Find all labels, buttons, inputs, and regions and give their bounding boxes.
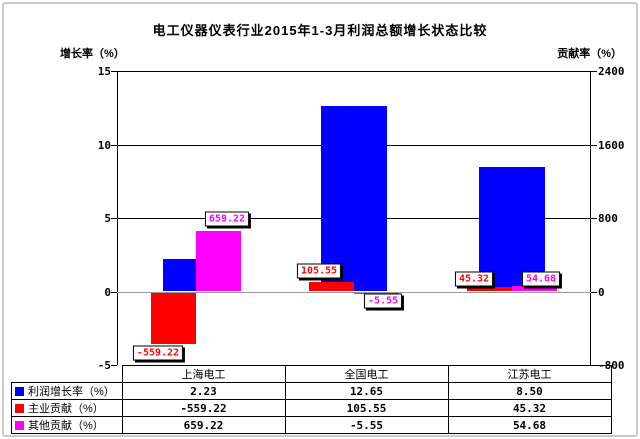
data-label: -559.22 [132, 345, 184, 361]
axis-line [117, 71, 118, 365]
axis-tick [111, 365, 117, 366]
data-label: -5.55 [363, 293, 403, 309]
bar-main-contrib-2 [467, 287, 512, 292]
value-cell: -5.55 [284, 416, 449, 434]
chart-title: 电工仪器仪表行业2015年1-3月利润总额增长状态比较 [152, 23, 488, 38]
legend-label: 主业贡献（%） [28, 403, 104, 415]
left-axis-tick-label: -5 [97, 359, 111, 372]
left-axis-tick-label: 0 [104, 285, 111, 299]
left-axis-tick-label: 5 [104, 212, 111, 225]
right-axis-tick-label: 0 [598, 285, 605, 299]
axis-tick [591, 218, 597, 219]
value-cell: 2.23 [121, 382, 286, 400]
value-cell: 659.22 [121, 416, 286, 434]
data-label: 54.68 [521, 271, 561, 287]
left-axis-title: 增长率（%） [60, 48, 125, 60]
axis-tick [111, 291, 117, 293]
category-header-cell: 上海电工 [121, 365, 286, 383]
data-label: 659.22 [204, 211, 250, 227]
bar-main-contrib-1 [309, 281, 354, 292]
value-cell: 105.55 [284, 399, 449, 417]
legend-label: 其他贡献（%） [28, 420, 104, 432]
right-axis-tick-label: 1600 [598, 138, 625, 152]
legend-swatch-icon [15, 404, 24, 413]
bar-other-contrib-0 [196, 230, 241, 292]
category-header-cell: 全国电工 [284, 365, 449, 383]
left-axis-tick-label: 10 [97, 138, 111, 152]
value-cell: 12.65 [284, 382, 449, 400]
right-axis-title: 贡献率（%） [557, 48, 622, 60]
axis-line [590, 71, 591, 365]
axis-tick [111, 71, 117, 72]
axis-tick [111, 144, 117, 146]
category-header-cell: 江苏电工 [447, 365, 612, 383]
legend-cell: 利润增长率（%） [11, 382, 123, 400]
table-row: 主业贡献（%） -559.22 105.55 45.32 [11, 399, 612, 417]
axis-tick [591, 291, 597, 293]
table-corner-cell [12, 366, 123, 383]
data-label: 45.32 [454, 271, 494, 287]
value-cell: 54.68 [447, 416, 612, 434]
bar-growth-2 [479, 166, 545, 292]
right-axis-tick-label: 2400 [598, 65, 625, 78]
legend-swatch-icon [15, 421, 24, 430]
bar-main-contrib-0 [151, 292, 196, 344]
gridline [117, 71, 591, 72]
axis-tick [111, 218, 117, 219]
data-table: 上海电工 全国电工 江苏电工 利润增长率（%） 2.23 12.65 8.50 主业贡献（%）… [11, 365, 612, 434]
legend-label: 利润增长率（%） [28, 386, 115, 398]
value-cell: 45.32 [447, 399, 612, 417]
zero-line [117, 291, 591, 293]
right-axis-tick-label: -800 [598, 359, 625, 372]
legend-swatch-icon [15, 387, 24, 396]
axis-tick [591, 71, 597, 72]
bar-other-contrib-1 [354, 292, 399, 294]
table-row: 利润增长率（%） 2.23 12.65 8.50 [11, 382, 612, 400]
left-axis-tick-label: 15 [97, 65, 111, 78]
right-axis-tick-label: 800 [598, 212, 618, 225]
legend-cell: 其他贡献（%） [11, 416, 123, 434]
data-label: 105.55 [296, 263, 342, 279]
legend-cell: 主业贡献（%） [11, 399, 123, 417]
axis-tick [591, 144, 597, 146]
bar-growth-1 [321, 105, 387, 292]
bar-other-contrib-2 [512, 286, 557, 292]
table-row: 其他贡献（%） 659.22 -5.55 54.68 [11, 416, 612, 434]
value-cell: -559.22 [121, 399, 286, 417]
plot-area: 15 2400 10 1600 5 800 0 0 -5 -800 -559.22 659.22 105… [98, 66, 625, 371]
value-cell: 8.50 [447, 382, 612, 400]
